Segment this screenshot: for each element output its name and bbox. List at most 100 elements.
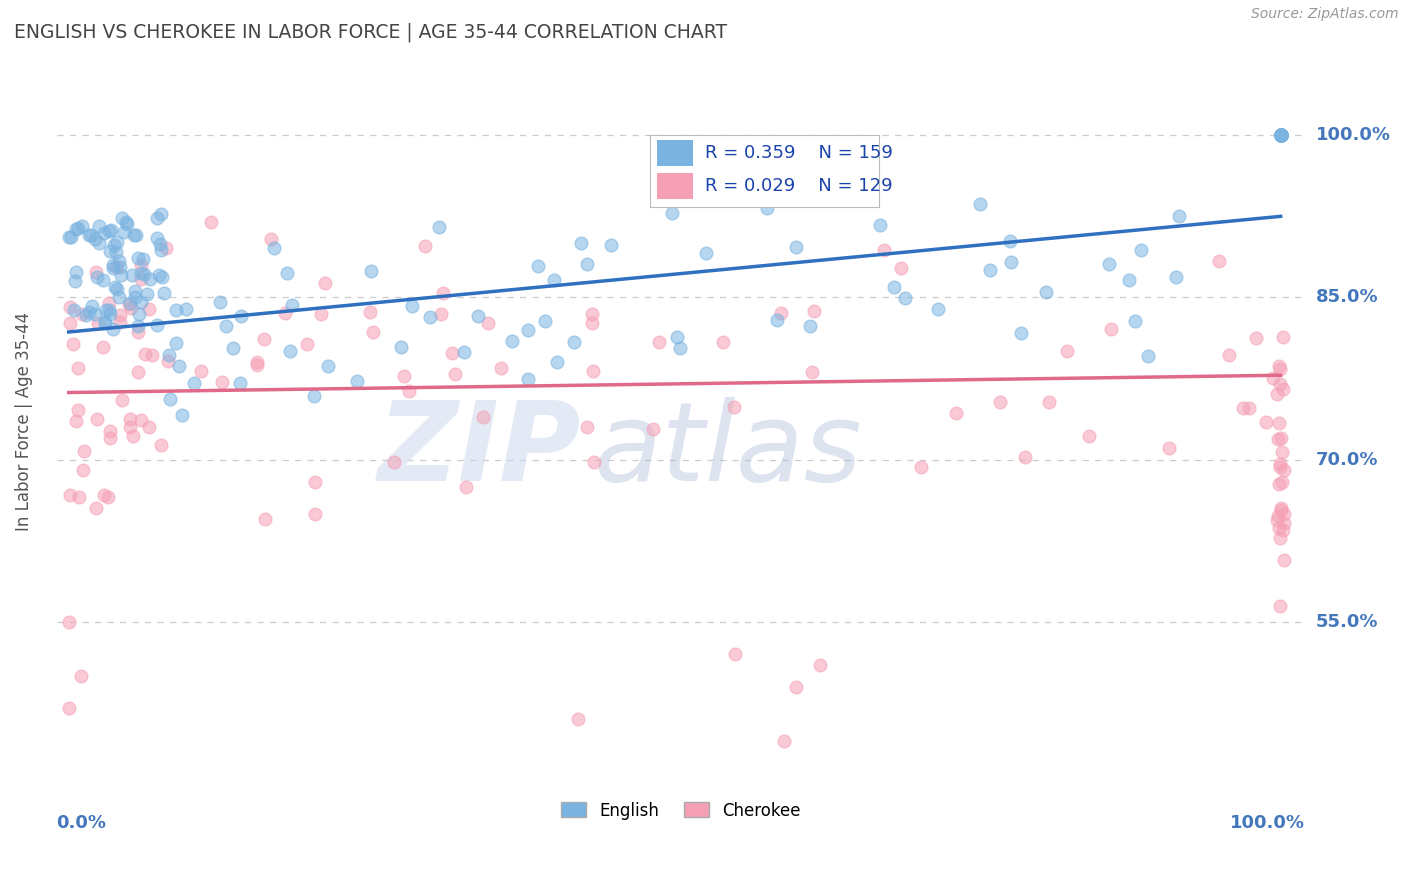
Point — [669, 341, 692, 355]
Point — [127, 251, 149, 265]
Point — [562, 334, 585, 349]
Point — [75, 308, 97, 322]
Point — [661, 206, 683, 220]
Point — [105, 244, 128, 259]
Point — [1136, 349, 1159, 363]
Point — [665, 330, 688, 344]
Point — [1270, 128, 1292, 143]
Point — [1261, 371, 1284, 385]
Point — [122, 228, 145, 243]
Point — [59, 300, 82, 314]
Point — [111, 211, 134, 226]
Point — [222, 341, 245, 355]
Point — [67, 490, 90, 504]
Text: ZIP: ZIP — [377, 397, 581, 504]
Point — [413, 239, 436, 253]
Point — [141, 348, 163, 362]
Text: Source: ZipAtlas.com: Source: ZipAtlas.com — [1251, 7, 1399, 21]
Point — [382, 454, 405, 468]
Point — [190, 364, 212, 378]
Point — [149, 237, 172, 252]
Point — [131, 266, 153, 280]
Point — [432, 286, 454, 301]
Point — [1254, 415, 1277, 429]
Point — [139, 272, 162, 286]
Point — [873, 243, 896, 257]
Point — [63, 302, 86, 317]
Text: 70.0%: 70.0% — [1316, 450, 1378, 468]
Point — [146, 318, 169, 332]
Point — [231, 309, 253, 323]
Point — [131, 413, 153, 427]
Point — [98, 307, 121, 321]
Point — [83, 307, 105, 321]
Point — [1270, 128, 1292, 143]
Point — [1270, 128, 1292, 143]
Point — [260, 232, 283, 246]
Point — [1272, 516, 1295, 530]
Point — [101, 322, 124, 336]
Point — [1035, 285, 1057, 300]
Point — [453, 345, 475, 359]
Point — [98, 244, 121, 259]
Point — [1038, 394, 1060, 409]
Point — [1118, 273, 1140, 287]
Text: 100.0%: 100.0% — [1230, 814, 1305, 832]
Point — [103, 237, 125, 252]
Point — [769, 306, 792, 320]
Point — [129, 258, 152, 272]
Point — [799, 319, 821, 334]
Point — [105, 235, 128, 249]
Point — [79, 228, 101, 243]
Point — [98, 431, 121, 445]
Point — [70, 219, 93, 233]
Point — [86, 269, 108, 284]
Point — [1270, 128, 1292, 143]
Point — [127, 325, 149, 339]
Point — [132, 252, 155, 266]
Point — [86, 411, 108, 425]
Point — [1270, 128, 1292, 143]
Point — [1010, 326, 1032, 340]
Point — [582, 454, 605, 468]
Point — [314, 276, 336, 290]
Point — [471, 409, 494, 424]
Point — [1208, 253, 1230, 268]
Point — [91, 273, 114, 287]
Point — [84, 232, 107, 246]
Point — [1125, 314, 1147, 328]
Point — [440, 345, 463, 359]
Point — [97, 302, 120, 317]
Point — [1268, 362, 1291, 376]
Point — [150, 270, 173, 285]
Point — [1268, 359, 1291, 373]
Point — [945, 406, 967, 420]
Point — [398, 384, 420, 398]
Point — [883, 280, 905, 294]
Point — [70, 669, 93, 683]
Text: 0.0%: 0.0% — [56, 814, 107, 832]
Point — [121, 268, 143, 282]
Point — [73, 444, 96, 458]
Legend: English, Cherokee: English, Cherokee — [554, 795, 807, 826]
Point — [1157, 441, 1180, 455]
Point — [108, 254, 131, 268]
Point — [1270, 128, 1292, 143]
Point — [155, 241, 177, 255]
Text: 55.0%: 55.0% — [1316, 613, 1378, 631]
Point — [253, 332, 276, 346]
Point — [65, 414, 87, 428]
Point — [80, 227, 103, 242]
Point — [93, 488, 115, 502]
Point — [969, 197, 991, 211]
Point — [87, 219, 110, 233]
Point — [165, 335, 187, 350]
Point — [148, 268, 170, 282]
Point — [65, 222, 87, 236]
Point — [108, 260, 131, 274]
Point — [66, 360, 89, 375]
Point — [1270, 128, 1292, 143]
Point — [808, 657, 831, 672]
Point — [104, 280, 127, 294]
Point — [1270, 431, 1292, 445]
